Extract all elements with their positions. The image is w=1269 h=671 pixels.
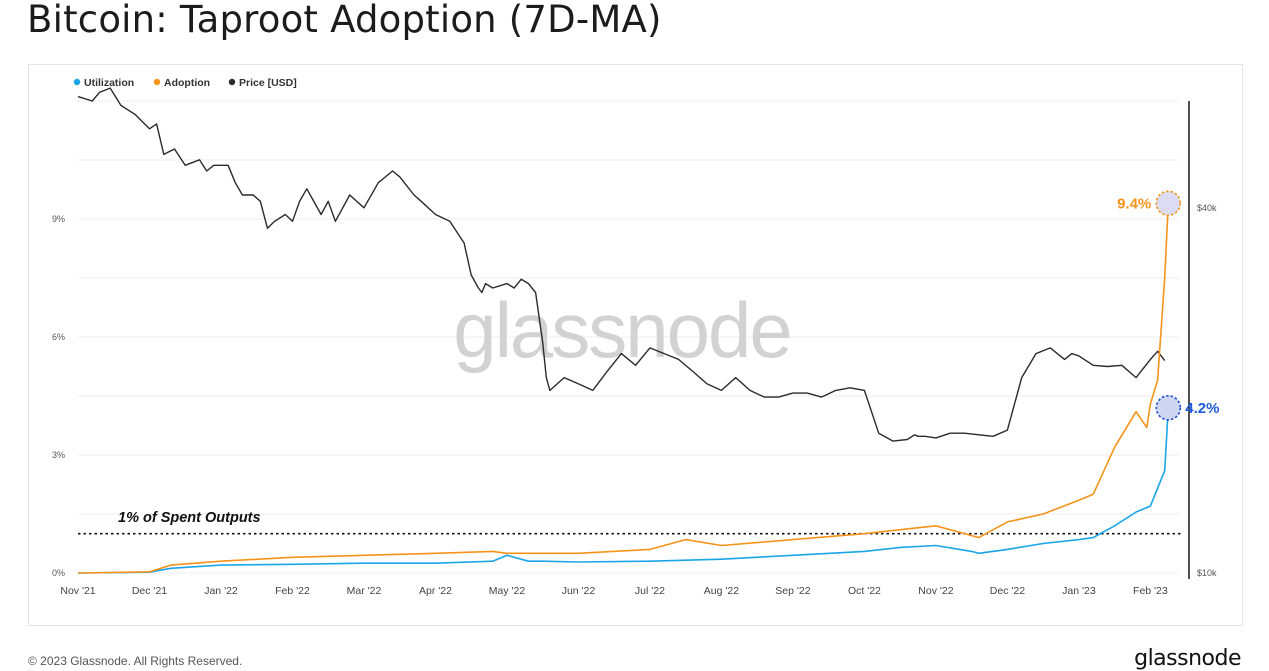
legend-label-price: Price [USD] bbox=[239, 77, 297, 89]
legend-label-utilization: Utilization bbox=[84, 77, 134, 89]
copyright: © 2023 Glassnode. All Rights Reserved. bbox=[28, 654, 243, 668]
x-tick-label: Dec '22 bbox=[990, 585, 1025, 597]
price-line bbox=[77, 87, 1166, 442]
legend-label-adoption: Adoption bbox=[164, 77, 210, 89]
y-axis-left: 0% 3% 6% 9% bbox=[52, 214, 65, 578]
y-axis-right: $10k $40k bbox=[1197, 203, 1217, 578]
x-tick-label: Apr '22 bbox=[419, 585, 452, 597]
legend-item-utilization[interactable]: Utilization bbox=[73, 77, 134, 89]
y-left-tick-label: 6% bbox=[52, 332, 65, 342]
x-tick-label: Jun '22 bbox=[562, 585, 596, 597]
callout-markers bbox=[1155, 190, 1182, 421]
x-tick-label: Nov '21 bbox=[60, 585, 95, 597]
x-tick-label: Dec '21 bbox=[132, 585, 167, 597]
reference-line-label: 1% of Spent Outputs bbox=[118, 510, 261, 526]
x-tick-label: Nov '22 bbox=[918, 585, 953, 597]
x-tick-label: Oct '22 bbox=[848, 585, 881, 597]
y-left-tick-label: 9% bbox=[52, 214, 65, 224]
y-left-tick-label: 3% bbox=[52, 450, 65, 460]
x-tick-label: May '22 bbox=[489, 585, 526, 597]
adoption-end-marker bbox=[1155, 190, 1182, 217]
x-tick-label: Mar '22 bbox=[347, 585, 382, 597]
utilization-end-marker bbox=[1155, 394, 1182, 421]
x-tick-label: Feb '23 bbox=[1133, 585, 1168, 597]
y-right-tick-label: $40k bbox=[1197, 203, 1217, 213]
x-tick-label: Jul '22 bbox=[635, 585, 665, 597]
taproot-chart: Utilization Adoption Price [USD] glassno… bbox=[52, 77, 1219, 597]
watermark: glassnode bbox=[453, 286, 791, 374]
x-tick-label: Feb '22 bbox=[275, 585, 310, 597]
brand-logo: glassnode bbox=[1134, 646, 1241, 671]
x-axis: Nov '21 Dec '21 Jan '22 Feb '22 Mar '22 Apr '… bbox=[60, 585, 1168, 597]
page-title: Bitcoin: Taproot Adoption (7D-MA) bbox=[27, 0, 662, 41]
legend-item-adoption[interactable]: Adoption bbox=[153, 77, 210, 89]
utilization-line bbox=[77, 407, 1170, 574]
legend-dot-price bbox=[228, 78, 236, 86]
x-tick-label: Jan '22 bbox=[204, 585, 238, 597]
x-tick-label: Aug '22 bbox=[704, 585, 739, 597]
chart-panel: Utilization Adoption Price [USD] glassno… bbox=[28, 64, 1243, 626]
legend: Utilization Adoption Price [USD] bbox=[73, 77, 297, 89]
utilization-callout: 4.2% bbox=[1185, 400, 1219, 417]
x-tick-label: Sep '22 bbox=[775, 585, 810, 597]
x-tick-label: Jan '23 bbox=[1062, 585, 1096, 597]
legend-dot-adoption bbox=[153, 78, 161, 86]
adoption-line bbox=[77, 203, 1170, 574]
adoption-callout: 9.4% bbox=[1117, 195, 1151, 212]
legend-item-price[interactable]: Price [USD] bbox=[228, 77, 297, 89]
legend-dot-utilization bbox=[73, 78, 81, 86]
y-right-tick-label: $10k bbox=[1197, 568, 1217, 578]
grid bbox=[78, 100, 1179, 574]
y-left-tick-label: 0% bbox=[52, 568, 65, 578]
series-layer bbox=[77, 87, 1170, 574]
